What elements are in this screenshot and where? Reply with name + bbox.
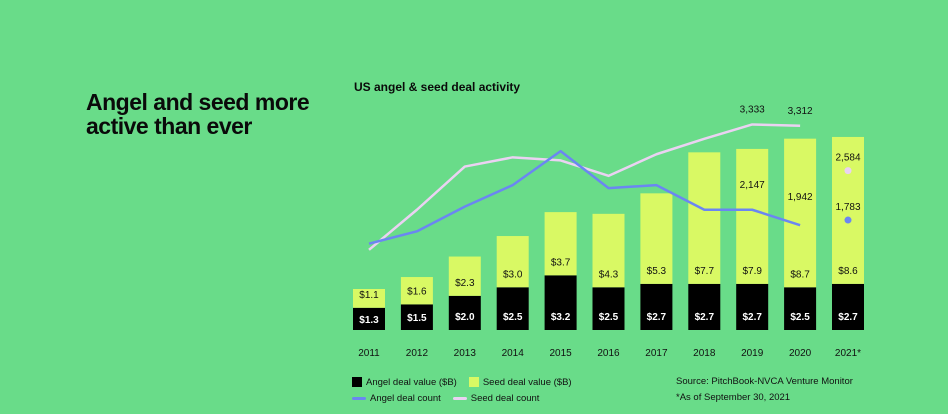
- bar-angel-value: [784, 287, 817, 330]
- legend-seed-count-line: [452, 396, 467, 400]
- label-seed-value: $4.3: [599, 269, 619, 280]
- legend-angel-value-label: Angel deal value ($B): [366, 376, 457, 388]
- label-angel-value: $2.5: [599, 312, 619, 323]
- label-angel-value: $2.0: [455, 312, 475, 323]
- headline-line-1: Angel and seed more: [86, 89, 310, 115]
- label-seed-value: $3.0: [503, 269, 523, 280]
- label-seed-count: 3,312: [788, 106, 813, 117]
- label-angel-value: $1.3: [359, 315, 379, 326]
- source-note: Source: PitchBook-NVCA Venture Monitor *…: [676, 374, 853, 406]
- bar-seed-value: [544, 212, 577, 276]
- x-tick-label: 2020: [789, 348, 812, 359]
- bar-seed-value: [353, 289, 385, 308]
- point-seed-count-2021: [844, 167, 852, 175]
- legend-angel-count-line: [352, 396, 366, 400]
- bar-angel-value: [832, 283, 864, 330]
- legend-seed-count: Seed deal count: [452, 392, 540, 404]
- x-tick-label: 2014: [502, 348, 525, 359]
- legend-seed-count-label: Seed deal count: [470, 392, 540, 404]
- label-angel-value: $2.7: [742, 312, 762, 323]
- legend-seed-value-label: Seed deal value ($B): [482, 376, 572, 388]
- bar-seed-value: [832, 136, 864, 284]
- label-seed-value: $8.6: [838, 266, 858, 277]
- label-angel-count: 1,942: [788, 192, 813, 203]
- label-angel-count: 2,147: [740, 180, 765, 191]
- label-angel-value: $2.7: [647, 312, 667, 323]
- bar-angel-value: [736, 283, 769, 330]
- bar-angel-value: [592, 287, 625, 330]
- x-tick-label: 2021*: [835, 348, 861, 359]
- label-seed-value: $1.6: [407, 286, 427, 297]
- legend-seed-value-swatch: [468, 377, 479, 387]
- x-tick-label: 2016: [597, 348, 620, 359]
- bar-seed-value: [448, 256, 481, 296]
- bar-angel-value: [688, 283, 721, 330]
- footnote-line: *As of September 30, 2021: [676, 392, 791, 403]
- x-tick-label: 2012: [406, 348, 429, 359]
- legend-angel-value-swatch: [352, 377, 362, 387]
- bar-seed-value: [496, 236, 529, 288]
- label-seed-value: $3.7: [551, 257, 571, 268]
- headline: Angel and seed more active than ever: [86, 90, 326, 138]
- bar-seed-value: [784, 138, 817, 288]
- bar-seed-value: [640, 193, 673, 284]
- bar-angel-value: [448, 295, 481, 330]
- x-tick-label: 2015: [549, 348, 572, 359]
- x-tick-label: 2011: [358, 348, 380, 359]
- bar-angel-value: [400, 304, 433, 330]
- point-angel-count-2021: [844, 216, 852, 224]
- headline-line-2: active than ever: [86, 113, 252, 139]
- bar-seed-value: [400, 277, 433, 305]
- source-line: Source: PitchBook-NVCA Venture Monitor: [676, 376, 853, 387]
- label-seed-value: $7.9: [742, 266, 762, 277]
- label-seed-count: 2,584: [835, 153, 860, 164]
- bar-angel-value: [353, 307, 385, 330]
- line-seed-count: [368, 123, 801, 251]
- bar-seed-value: [688, 152, 721, 284]
- label-seed-value: $2.3: [455, 278, 475, 289]
- x-tick-label: 2019: [741, 348, 764, 359]
- label-angel-value: $1.5: [407, 313, 427, 324]
- label-angel-value: $2.7: [838, 312, 858, 323]
- x-tick-label: 2013: [454, 348, 477, 359]
- legend-angel-count-label: Angel deal count: [370, 392, 441, 404]
- label-angel-value: $2.5: [790, 312, 810, 323]
- label-seed-value: $7.7: [695, 266, 715, 277]
- label-angel-count: 1,783: [835, 202, 860, 213]
- legend-angel-count: Angel deal count: [352, 393, 441, 404]
- bar-angel-value: [640, 283, 673, 330]
- chart-title: US angel & seed deal activity: [354, 80, 521, 94]
- label-seed-count: 3,333: [740, 104, 765, 115]
- bar-seed-value: [736, 148, 769, 284]
- label-angel-value: $2.5: [503, 312, 523, 323]
- line-angel-count: [368, 149, 801, 245]
- bar-seed-value: [592, 213, 625, 288]
- label-seed-value: $1.1: [359, 290, 379, 301]
- label-seed-value: $5.3: [647, 266, 667, 277]
- label-angel-value: $2.7: [695, 312, 715, 323]
- x-tick-label: 2018: [693, 348, 716, 359]
- legend-seed-value: Seed deal value ($B): [468, 376, 572, 388]
- bar-angel-value: [496, 287, 529, 330]
- bar-angel-value: [544, 275, 577, 330]
- x-tick-label: 2017: [645, 348, 668, 359]
- label-angel-value: $3.2: [551, 312, 571, 323]
- legend-angel-value: Angel deal value ($B): [352, 377, 457, 388]
- legend: Angel deal value ($B) Seed deal value ($…: [352, 374, 584, 406]
- label-seed-value: $8.7: [790, 269, 810, 280]
